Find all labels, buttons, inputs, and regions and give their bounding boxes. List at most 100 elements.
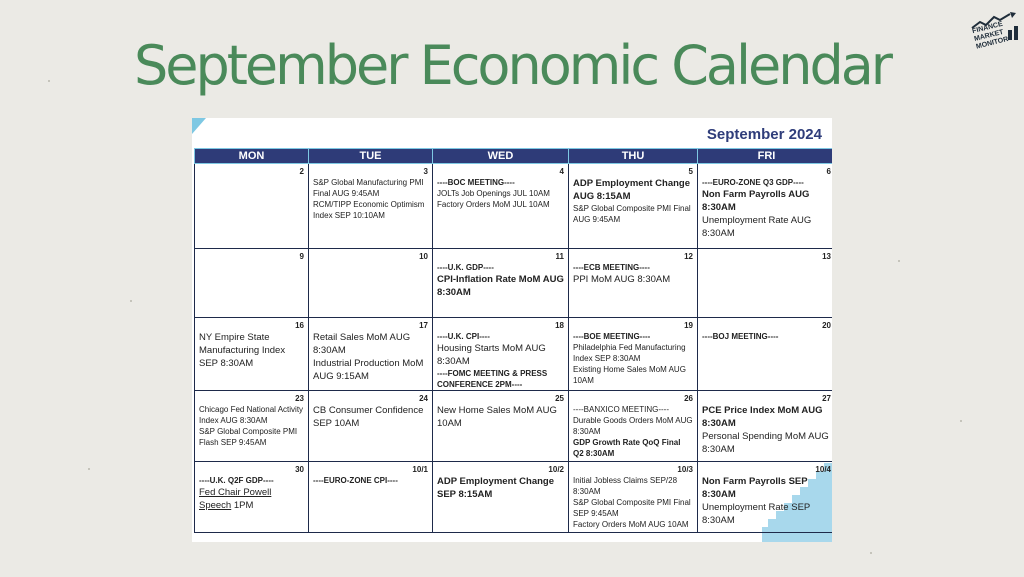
event-list: ----BANXICO MEETING---- Durable Goods Ord… <box>569 391 697 459</box>
event-item: ADP Employment Change SEP 8:15AM <box>437 476 555 500</box>
event-item: Durable Goods Orders MoM AUG 8:30AM <box>573 416 693 436</box>
day-cell: 10/3 Initial Jobless Claims SEP/28 8:30AM… <box>568 461 698 533</box>
date-number: 17 <box>419 321 428 330</box>
finance-market-monitor-logo: FINANCE MARKET MONITOR <box>968 12 1020 52</box>
event-item: Retail Sales MoM AUG 8:30AM <box>313 332 411 356</box>
day-cell: 3 S&P Global Manufacturing PMI Final AUG … <box>308 163 433 249</box>
event-item: RCM/TIPP Economic Optimism Index SEP 10:… <box>313 200 425 220</box>
event-item: Fed Chair Powell Speech 1PM <box>199 487 272 511</box>
event-list: Chicago Fed National Activity Index AUG … <box>195 391 308 448</box>
event-item: ----EURO-ZONE Q3 GDP---- <box>702 178 804 187</box>
day-header-fri: FRI <box>697 148 832 164</box>
week-row: 30 ----U.K. Q2F GDP---- Fed Chair Powell S… <box>194 461 832 533</box>
event-item: Unemployment Rate SEP 8:30AM <box>702 502 811 526</box>
date-number: 2 <box>299 167 304 176</box>
date-number: 13 <box>822 252 831 261</box>
day-cell: 2 <box>194 163 309 249</box>
event-list: CB Consumer Confidence SEP 10AM <box>309 391 432 430</box>
day-cell: 5 ADP Employment Change AUG 8:15AM S&P Glo… <box>568 163 698 249</box>
date-number: 30 <box>295 465 304 474</box>
event-item: Factory Orders MoM AUG 10AM <box>573 520 689 529</box>
date-number: 10/4 <box>815 465 831 474</box>
event-list <box>195 164 308 177</box>
event-list: Retail Sales MoM AUG 8:30AM Industrial Pr… <box>309 318 432 383</box>
event-item: CB Consumer Confidence SEP 10AM <box>313 405 424 429</box>
event-item: Non Farm Payrolls AUG 8:30AM <box>702 189 810 213</box>
event-list: ----U.K. Q2F GDP---- Fed Chair Powell Spe… <box>195 462 308 512</box>
event-item: ADP Employment Change AUG 8:15AM <box>573 178 691 202</box>
day-cell: 11 ----U.K. GDP---- CPI-Inflation Rate MoM… <box>432 248 569 318</box>
date-number: 19 <box>684 321 693 330</box>
event-item: Housing Starts MoM AUG 8:30AM <box>437 343 546 367</box>
event-item: ----ECB MEETING---- <box>573 263 650 272</box>
event-item: Philadelphia Fed Manufacturing Index SEP… <box>573 343 686 363</box>
event-list: ----U.K. GDP---- CPI-Inflation Rate MoM A… <box>433 249 568 299</box>
event-list: ----EURO-ZONE Q3 GDP---- Non Farm Payroll… <box>698 164 832 240</box>
event-item: GDP Growth Rate QoQ Final Q2 8:30AM <box>573 438 681 458</box>
background-speck <box>960 420 962 422</box>
event-list <box>195 249 308 262</box>
page-title: September Economic Calendar <box>133 34 893 97</box>
day-cell: 20 ----BOJ MEETING---- <box>697 317 832 391</box>
day-header-mon: MON <box>194 148 309 164</box>
event-list <box>309 249 432 262</box>
event-item: ----BOE MEETING---- <box>573 332 651 341</box>
date-number: 24 <box>419 394 428 403</box>
day-cell: 16 NY Empire State Manufacturing Index SE… <box>194 317 309 391</box>
week-row: 16 NY Empire State Manufacturing Index SE… <box>194 317 832 391</box>
date-number: 25 <box>555 394 564 403</box>
event-item: New Home Sales MoM AUG 10AM <box>437 405 557 429</box>
event-item: JOLTs Job Openings JUL 10AM <box>437 189 550 198</box>
event-item: NY Empire State Manufacturing Index SEP … <box>199 332 286 369</box>
event-item: Initial Jobless Claims SEP/28 8:30AM <box>573 476 678 496</box>
calendar-grid: MON TUE WED THU FRI 2 3 S&P Global Manufacturi… <box>194 148 832 533</box>
date-number: 11 <box>555 252 564 261</box>
event-item: Factory Orders MoM JUL 10AM <box>437 200 550 209</box>
event-item: Unemployment Rate AUG 8:30AM <box>702 215 812 239</box>
event-list: NY Empire State Manufacturing Index SEP … <box>195 318 308 370</box>
date-number: 18 <box>555 321 564 330</box>
day-cell: 27 PCE Price Index MoM AUG 8:30AM Personal… <box>697 390 832 462</box>
day-cell: 23 Chicago Fed National Activity Index AU… <box>194 390 309 462</box>
date-number: 10 <box>419 252 428 261</box>
event-list: ----EURO-ZONE CPI---- <box>309 462 432 486</box>
event-item: Industrial Production MoM AUG 9:15AM <box>313 358 424 382</box>
corner-accent <box>192 118 206 134</box>
calendar-card: September 2024 MON TUE WED THU FRI 2 3 S&P Glo… <box>192 118 832 542</box>
event-list: ----BOJ MEETING---- <box>698 318 832 342</box>
event-list: ----BOC MEETING---- JOLTs Job Openings JU… <box>433 164 568 210</box>
day-cell: 19 ----BOE MEETING---- Philadelphia Fed Ma… <box>568 317 698 391</box>
day-cell: 24 CB Consumer Confidence SEP 10AM <box>308 390 433 462</box>
date-number: 23 <box>295 394 304 403</box>
event-item: ----BOJ MEETING---- <box>702 332 779 341</box>
day-cell: 10/2 ADP Employment Change SEP 8:15AM <box>432 461 569 533</box>
event-item: S&P Global Manufacturing PMI Final AUG 9… <box>313 178 424 198</box>
day-cell: 6 ----EURO-ZONE Q3 GDP---- Non Farm Payrol… <box>697 163 832 249</box>
event-list: ADP Employment Change AUG 8:15AM S&P Glob… <box>569 164 697 225</box>
event-item: ----U.K. GDP---- <box>437 263 494 272</box>
day-cell: 17 Retail Sales MoM AUG 8:30AM Industrial … <box>308 317 433 391</box>
background-speck <box>88 468 90 470</box>
background-speck <box>870 552 872 554</box>
event-item: Personal Spending MoM AUG 8:30AM <box>702 431 829 455</box>
background-speck <box>898 260 900 262</box>
date-number: 27 <box>822 394 831 403</box>
event-item: PCE Price Index MoM AUG 8:30AM <box>702 405 823 429</box>
date-number: 10/1 <box>412 465 428 474</box>
date-number: 26 <box>684 394 693 403</box>
event-item: S&P Global Composite PMI Final SEP 9:45A… <box>573 498 691 518</box>
date-number: 3 <box>423 167 428 176</box>
day-cell: 9 <box>194 248 309 318</box>
event-list: PCE Price Index MoM AUG 8:30AM Personal S… <box>698 391 832 456</box>
day-header-tue: TUE <box>308 148 433 164</box>
event-item: ----BANXICO MEETING---- <box>573 405 669 414</box>
event-item: ----BOC MEETING---- <box>437 178 515 187</box>
background-speck <box>48 80 50 82</box>
event-list: ----U.K. CPI---- Housing Starts MoM AUG 8… <box>433 318 568 390</box>
day-cell: 12 ----ECB MEETING---- PPI MoM AUG 8:30AM <box>568 248 698 318</box>
background-speck <box>130 300 132 302</box>
day-cell: 13 <box>697 248 832 318</box>
event-item: PPI MoM AUG 8:30AM <box>573 274 671 285</box>
event-item: ----FOMC MEETING & PRESS CONFERENCE 2PM-… <box>437 369 548 389</box>
day-header-thu: THU <box>568 148 698 164</box>
